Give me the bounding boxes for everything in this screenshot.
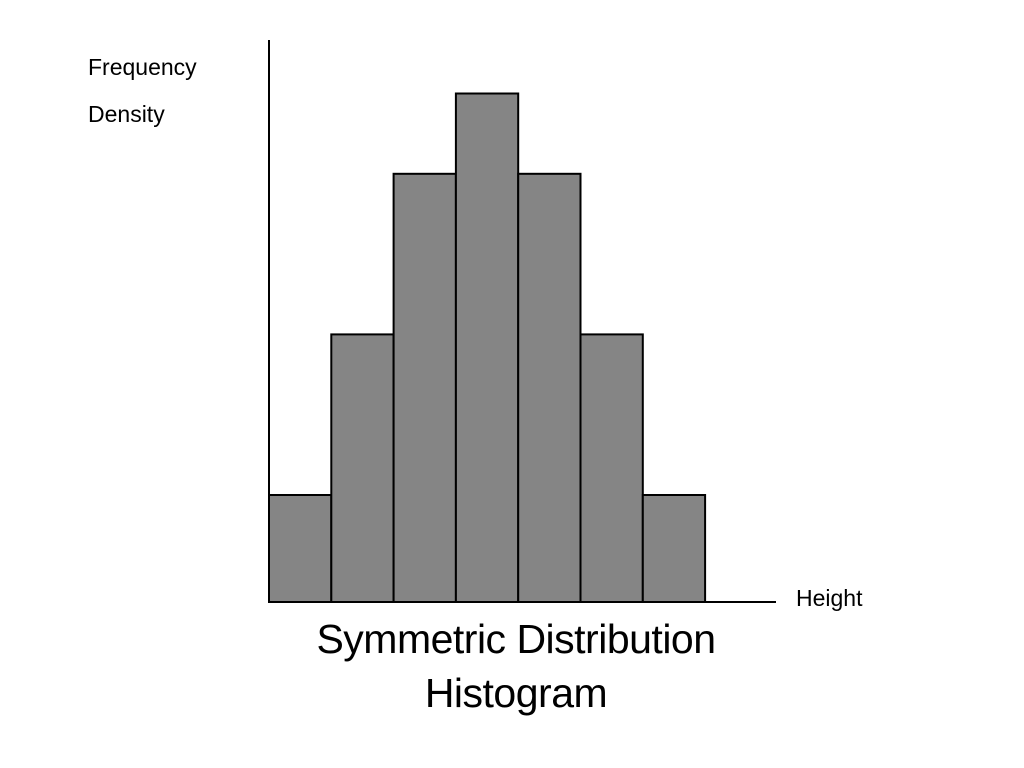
histogram-bar-4 (454, 92, 520, 603)
y-axis-label-line-1: Frequency (88, 54, 197, 80)
histogram-bar-6 (579, 333, 644, 603)
x-axis-label: Height (796, 585, 863, 611)
histogram-bar-7 (641, 494, 707, 603)
chart-title-line-1: Symmetric Distribution (316, 616, 716, 662)
histogram-bar-3 (392, 172, 457, 604)
bars-group (268, 92, 707, 604)
y-axis-label-line-2: Density (88, 101, 165, 127)
histogram-bar-1 (268, 494, 333, 603)
chart-title-line-2: Histogram (424, 670, 608, 716)
y-axis-label: Frequency Density (88, 44, 197, 138)
chart-title: Symmetric Distribution Histogram (216, 612, 816, 720)
histogram-bar-5 (517, 172, 582, 604)
histogram-bar-2 (330, 333, 395, 603)
